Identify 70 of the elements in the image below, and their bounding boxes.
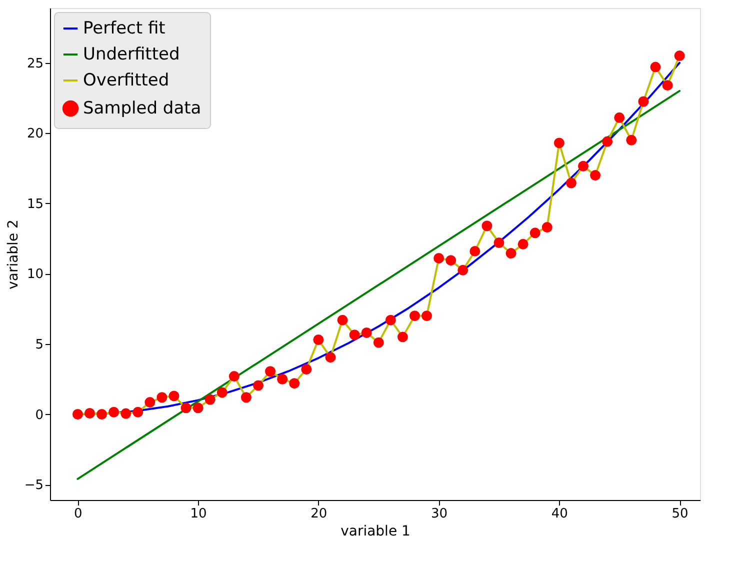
point bbox=[108, 406, 120, 418]
point bbox=[409, 310, 420, 322]
point bbox=[542, 222, 552, 233]
point bbox=[626, 134, 637, 146]
legend-label: Perfect fit bbox=[83, 18, 166, 38]
point bbox=[554, 138, 564, 148]
y-tick-label: 20 bbox=[26, 126, 44, 142]
point bbox=[132, 406, 144, 418]
point bbox=[650, 62, 661, 72]
point bbox=[277, 374, 288, 384]
legend-label: Sampled data bbox=[83, 98, 202, 118]
point bbox=[674, 50, 685, 62]
point bbox=[337, 314, 348, 326]
point bbox=[325, 352, 336, 363]
point bbox=[530, 228, 540, 238]
point bbox=[192, 402, 204, 414]
x-tick-label: 40 bbox=[551, 506, 568, 522]
point bbox=[638, 96, 649, 107]
point bbox=[240, 392, 252, 403]
legend-label: Overfitted bbox=[83, 70, 170, 90]
legend-label: Underfitted bbox=[83, 44, 180, 64]
point bbox=[156, 392, 168, 403]
point bbox=[361, 327, 372, 338]
point bbox=[614, 112, 625, 123]
point bbox=[84, 408, 95, 418]
point bbox=[446, 255, 456, 266]
point bbox=[313, 334, 324, 345]
point bbox=[265, 366, 276, 377]
point bbox=[482, 220, 492, 232]
y-tick-label: 5 bbox=[35, 337, 44, 352]
x-axis-title: variable 1 bbox=[340, 524, 410, 540]
x-tick-label: 50 bbox=[672, 506, 688, 522]
point bbox=[397, 332, 408, 342]
point bbox=[373, 337, 384, 348]
x-tick-label: 0 bbox=[74, 506, 82, 522]
point bbox=[349, 330, 360, 340]
point bbox=[662, 80, 673, 91]
point bbox=[96, 409, 108, 420]
point bbox=[578, 160, 588, 172]
point bbox=[180, 402, 192, 414]
y-tick-label: 25 bbox=[26, 56, 44, 72]
y-tick-label: 0 bbox=[35, 408, 44, 423]
point bbox=[494, 238, 504, 248]
point bbox=[434, 252, 444, 264]
point bbox=[216, 387, 228, 398]
y-tick-label: 15 bbox=[26, 196, 44, 212]
point bbox=[602, 136, 613, 147]
point bbox=[518, 238, 528, 250]
point bbox=[72, 409, 83, 420]
y-tick-label: −5 bbox=[24, 478, 44, 494]
y-axis-title: variable 2 bbox=[5, 220, 22, 290]
point bbox=[458, 264, 468, 276]
point bbox=[252, 380, 264, 391]
point bbox=[506, 248, 516, 259]
x-tick-label: 30 bbox=[431, 506, 448, 522]
y-tick-label: 10 bbox=[26, 267, 44, 282]
point bbox=[120, 408, 132, 419]
point bbox=[204, 394, 216, 405]
point bbox=[289, 378, 300, 389]
point bbox=[385, 314, 396, 326]
point bbox=[228, 371, 240, 382]
point bbox=[422, 310, 432, 322]
point bbox=[144, 397, 156, 408]
point bbox=[470, 246, 480, 256]
point bbox=[566, 178, 576, 188]
x-tick-label: 20 bbox=[310, 506, 328, 522]
point bbox=[590, 170, 601, 181]
point bbox=[168, 390, 180, 402]
x-tick-label: 10 bbox=[190, 506, 207, 522]
point bbox=[301, 364, 312, 374]
